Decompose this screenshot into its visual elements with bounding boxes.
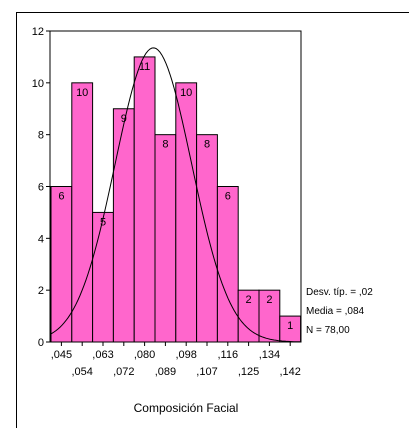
x-tick-label: ,134	[259, 349, 280, 361]
stat-sd: Desv. típ. = ,02	[306, 287, 373, 298]
x-tick-label: ,089	[155, 366, 176, 378]
bar-value-label: 10	[180, 87, 192, 99]
x-tick-label: ,045	[51, 349, 72, 361]
y-tick-label: 0	[38, 337, 44, 349]
x-tick-label: ,063	[92, 349, 113, 361]
x-tick-label: ,072	[113, 366, 134, 378]
y-tick-label: 6	[38, 182, 44, 194]
y-tick-label: 2	[38, 285, 44, 297]
bar-value-label: 9	[121, 113, 127, 125]
histogram-bar	[71, 82, 94, 343]
histogram-bar	[112, 108, 135, 343]
histogram-bar	[92, 211, 114, 343]
chart-frame: 6 10 5 9 11 8 10 8 6 2 2 1 0 2 4 6 8 10 12 ,045,063,080,0…	[16, 12, 409, 428]
bar-value-label: 6	[58, 191, 64, 203]
x-tick-label: ,116	[218, 349, 239, 361]
x-axis-title: Composición Facial	[134, 401, 239, 415]
x-tick-label: ,142	[279, 366, 300, 378]
y-axis: 0 2 4 6 8 10 12	[32, 26, 50, 349]
bar-value-label: 6	[225, 191, 231, 203]
bar-value-label: 11	[139, 61, 150, 73]
x-tick-label: ,054	[71, 366, 92, 378]
y-tick-label: 4	[38, 233, 44, 245]
bar-value-label: 2	[266, 294, 272, 306]
histogram-bar	[175, 82, 198, 343]
bar-value-label: 5	[100, 216, 106, 228]
histogram-bar	[50, 186, 73, 343]
x-tick-label: ,125	[238, 366, 259, 378]
y-tick-label: 10	[32, 78, 44, 90]
bar-value-label: 10	[76, 87, 88, 99]
bar-value-label: 2	[246, 294, 252, 306]
histogram-bar	[133, 56, 156, 343]
histogram-bar	[154, 134, 177, 343]
bar-value-label: 1	[287, 320, 293, 332]
y-tick-label: 12	[32, 26, 44, 38]
x-axis: ,045 ,063 ,080 ,098 ,116 ,134 ,054 ,072 ,089 ,107…	[51, 342, 301, 378]
stat-n: N = 78,00	[306, 325, 350, 336]
x-tick-label: ,080	[134, 349, 155, 361]
normal-curve	[49, 47, 300, 343]
x-tick-label: ,107	[196, 366, 217, 378]
stat-mean: Media = ,084	[306, 306, 365, 317]
y-tick-label: 8	[38, 130, 44, 142]
histogram-bar	[196, 134, 218, 343]
bar-labels-group: 6 10 5 9 11 8 10 8 6 2 2 1	[58, 61, 293, 332]
bars-group	[50, 56, 302, 343]
bar-value-label: 8	[204, 139, 210, 151]
histogram-bar	[216, 186, 239, 343]
bar-value-label: 8	[162, 139, 168, 151]
x-tick-label: ,098	[175, 349, 196, 361]
